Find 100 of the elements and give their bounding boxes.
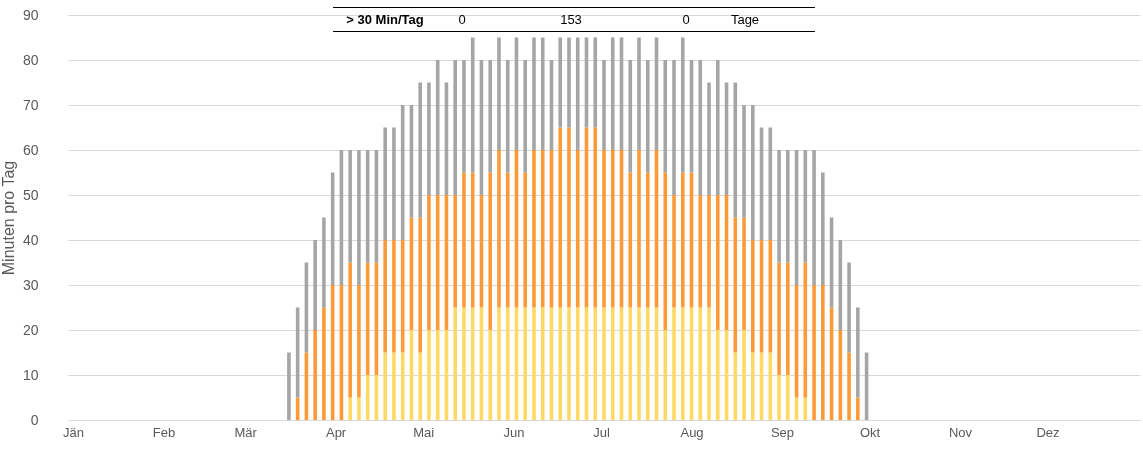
- x-tick-label: Apr: [325, 424, 347, 440]
- bar: [427, 195, 431, 330]
- x-tick-label: Feb: [152, 424, 176, 440]
- bar: [610, 37, 615, 150]
- y-tick-label: 40: [22, 231, 39, 248]
- y-tick-label: 0: [30, 411, 39, 428]
- bar: [287, 352, 291, 420]
- bar: [628, 172, 633, 308]
- bar: [567, 127, 571, 308]
- bar: [462, 60, 466, 173]
- bar: [777, 150, 781, 263]
- bar: [645, 172, 650, 308]
- bar: [698, 60, 703, 195]
- bar: [786, 150, 790, 263]
- bar: [523, 172, 528, 308]
- bar: [383, 352, 387, 420]
- bar: [856, 307, 860, 398]
- bar: [672, 195, 676, 308]
- bar: [497, 307, 501, 420]
- bar: [707, 307, 711, 420]
- y-tick-label: 10: [22, 366, 39, 383]
- bar: [488, 172, 493, 330]
- bar: [523, 307, 528, 420]
- x-tick-label: Jun: [503, 424, 525, 440]
- bar: [392, 240, 396, 353]
- bar: [462, 307, 466, 420]
- bar: [348, 397, 352, 420]
- bar: [645, 60, 650, 173]
- bar: [742, 217, 746, 330]
- bar: [357, 150, 361, 285]
- bar: [348, 150, 352, 263]
- bar: [680, 307, 685, 420]
- bar: [392, 352, 396, 420]
- bar: [777, 262, 781, 375]
- bar: [593, 307, 598, 420]
- bar: [348, 262, 352, 398]
- bar: [856, 397, 860, 420]
- annotation: > 30 Min/Tag: [346, 12, 424, 27]
- bar: [742, 105, 746, 218]
- bar: [505, 307, 510, 420]
- bar: [742, 330, 746, 420]
- x-tick-label: Jul: [593, 424, 610, 440]
- bar: [322, 217, 326, 308]
- bar: [322, 307, 326, 420]
- bar: [637, 307, 641, 420]
- bar: [575, 150, 580, 308]
- bar: [821, 285, 825, 420]
- x-tick-label: Mär: [234, 424, 258, 440]
- bar: [567, 37, 571, 128]
- bar: [453, 60, 457, 195]
- bar: [593, 127, 598, 308]
- bar: [628, 60, 633, 173]
- bar: [680, 172, 685, 308]
- bar: [418, 82, 422, 218]
- bar: [663, 330, 668, 420]
- bar: [470, 172, 475, 308]
- bar: [532, 37, 536, 150]
- bar: [751, 352, 755, 420]
- x-tick-label: Aug: [680, 424, 704, 440]
- bar: [663, 172, 668, 330]
- y-tick-label: 90: [22, 6, 39, 23]
- bar: [610, 307, 615, 420]
- x-tick-label: Okt: [859, 424, 881, 440]
- y-tick-label: 30: [22, 276, 39, 293]
- bar: [357, 397, 361, 420]
- bar: [392, 127, 396, 240]
- bar: [593, 37, 598, 128]
- bar: [645, 307, 650, 420]
- bar: [733, 352, 738, 420]
- bar: [715, 330, 720, 420]
- bar: [532, 150, 536, 308]
- bar: [672, 307, 676, 420]
- bar: [698, 307, 703, 420]
- bar: [680, 37, 685, 173]
- bar: [610, 150, 615, 308]
- annotation: Tage: [730, 12, 760, 27]
- bar: [523, 60, 528, 173]
- bar: [540, 307, 545, 420]
- x-tick-label: Nov: [948, 424, 973, 440]
- bar: [505, 172, 510, 308]
- bar: [715, 195, 720, 330]
- bar: [602, 307, 606, 420]
- bar: [628, 307, 633, 420]
- bar: [786, 262, 790, 375]
- y-tick-label: 20: [22, 321, 39, 338]
- bar: [672, 60, 676, 195]
- annotation: 0: [682, 12, 690, 27]
- bar: [558, 127, 563, 308]
- bar: [751, 105, 755, 240]
- bar: [733, 217, 738, 353]
- bar: [558, 307, 563, 420]
- bar: [707, 195, 711, 308]
- bar: [698, 195, 703, 308]
- bar: [567, 307, 571, 420]
- bar: [532, 307, 536, 420]
- x-tick-label: Mai: [413, 424, 435, 440]
- x-tick-label: Sep: [770, 424, 795, 440]
- bar: [383, 127, 387, 240]
- bar: [847, 262, 851, 353]
- bar: [733, 82, 738, 218]
